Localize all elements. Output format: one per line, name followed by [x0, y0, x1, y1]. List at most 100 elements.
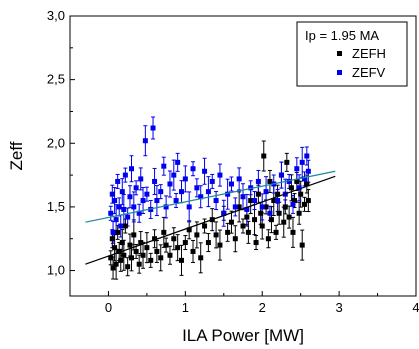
point-zefv	[190, 166, 196, 172]
point-zefv	[304, 153, 310, 159]
point-zefh	[290, 229, 296, 235]
point-zefv	[158, 189, 164, 195]
point-zefh	[182, 240, 188, 246]
x-tick-label: 2	[259, 300, 266, 315]
point-zefv	[150, 125, 156, 131]
point-zefv	[109, 191, 115, 197]
point-zefv	[186, 204, 192, 210]
legend-title: Ip = 1.95 MA	[305, 28, 379, 43]
legend-marker-zefh	[337, 51, 342, 56]
point-zefv	[131, 204, 137, 210]
point-zefv	[205, 189, 211, 195]
point-zefh	[144, 245, 150, 251]
point-zefv	[119, 189, 125, 195]
point-zefh	[125, 264, 131, 270]
point-zefh	[267, 178, 273, 184]
point-zefh	[273, 229, 279, 235]
point-zefh	[275, 191, 281, 197]
point-zefh	[161, 229, 167, 235]
point-zefv	[244, 206, 250, 212]
point-zefv	[294, 166, 300, 172]
x-tick-label: 4	[412, 300, 419, 315]
y-tick-label: 1,5	[47, 199, 65, 214]
point-zefh	[261, 153, 267, 159]
point-zefh	[248, 198, 254, 204]
point-zefh	[232, 236, 238, 242]
point-zefv	[182, 176, 188, 182]
point-zefh	[112, 245, 118, 251]
point-zefh	[138, 240, 144, 246]
point-zefh	[109, 236, 115, 242]
point-zefh	[122, 223, 128, 229]
point-zefv	[255, 178, 261, 184]
point-zefh	[167, 252, 173, 258]
point-zefv	[125, 214, 131, 220]
point-zefv	[228, 181, 234, 187]
point-zefv	[232, 204, 238, 210]
point-zefv	[225, 191, 231, 197]
point-zefh	[240, 223, 246, 229]
point-zefh	[108, 255, 114, 261]
point-zefh	[129, 255, 135, 261]
point-zefv	[248, 185, 254, 191]
legend-box	[296, 21, 408, 87]
point-zefh	[202, 223, 208, 229]
point-zefh	[121, 252, 127, 258]
point-zefh	[175, 245, 181, 251]
fit-line-zefv	[85, 170, 336, 223]
fit-line-zefh	[85, 175, 336, 265]
point-zefh	[115, 229, 121, 235]
point-zefh	[259, 223, 265, 229]
point-zefh	[136, 261, 142, 267]
legend-label-zefv: ZEFV	[352, 65, 386, 80]
y-tick-label: 1,0	[47, 263, 65, 278]
point-zefh	[113, 261, 119, 267]
point-zefv	[144, 191, 150, 197]
point-zefv	[110, 229, 116, 235]
point-zefh	[276, 210, 282, 216]
point-zefh	[281, 219, 287, 225]
point-zefv	[236, 176, 242, 182]
point-zefv	[173, 198, 179, 204]
point-zefv	[142, 138, 148, 144]
point-zefh	[292, 198, 298, 204]
legend: Ip = 1.95 MA ZEFH ZEFV	[296, 21, 408, 87]
x-axis-title: ILA Power [MW]	[182, 326, 304, 345]
point-zefh	[296, 210, 302, 216]
point-zefv	[163, 204, 169, 210]
error-bars	[108, 116, 311, 280]
point-zefh	[205, 240, 211, 246]
point-zefv	[161, 163, 167, 169]
point-zefv	[202, 168, 208, 174]
point-zefv	[122, 172, 128, 178]
point-zefv	[116, 204, 122, 210]
point-zefh	[305, 198, 311, 204]
point-zefh	[119, 240, 125, 246]
point-zefh	[271, 198, 277, 204]
point-zefh	[244, 214, 250, 220]
point-zefh	[110, 265, 116, 271]
point-zefh	[217, 242, 223, 248]
point-zefh	[131, 232, 137, 238]
y-axis-title: Zeff	[7, 141, 26, 170]
point-zefh	[186, 227, 192, 233]
point-zefh	[163, 242, 169, 248]
point-zefh	[148, 257, 154, 263]
point-zefv	[217, 172, 223, 178]
point-zefv	[167, 181, 173, 187]
point-zefv	[305, 168, 311, 174]
point-zefv	[278, 172, 284, 178]
point-zefh	[127, 242, 133, 248]
point-zefh	[294, 178, 300, 184]
x-tick-label: 3	[335, 300, 342, 315]
point-zefv	[275, 198, 281, 204]
point-zefv	[127, 194, 133, 200]
point-zefh	[236, 204, 242, 210]
point-zefv	[221, 210, 227, 216]
point-zefv	[129, 166, 135, 172]
point-zefh	[268, 217, 274, 223]
point-zefh	[258, 210, 264, 216]
fit-lines	[85, 170, 336, 265]
x-tick-label: 0	[105, 300, 112, 315]
point-zefv	[302, 176, 308, 182]
